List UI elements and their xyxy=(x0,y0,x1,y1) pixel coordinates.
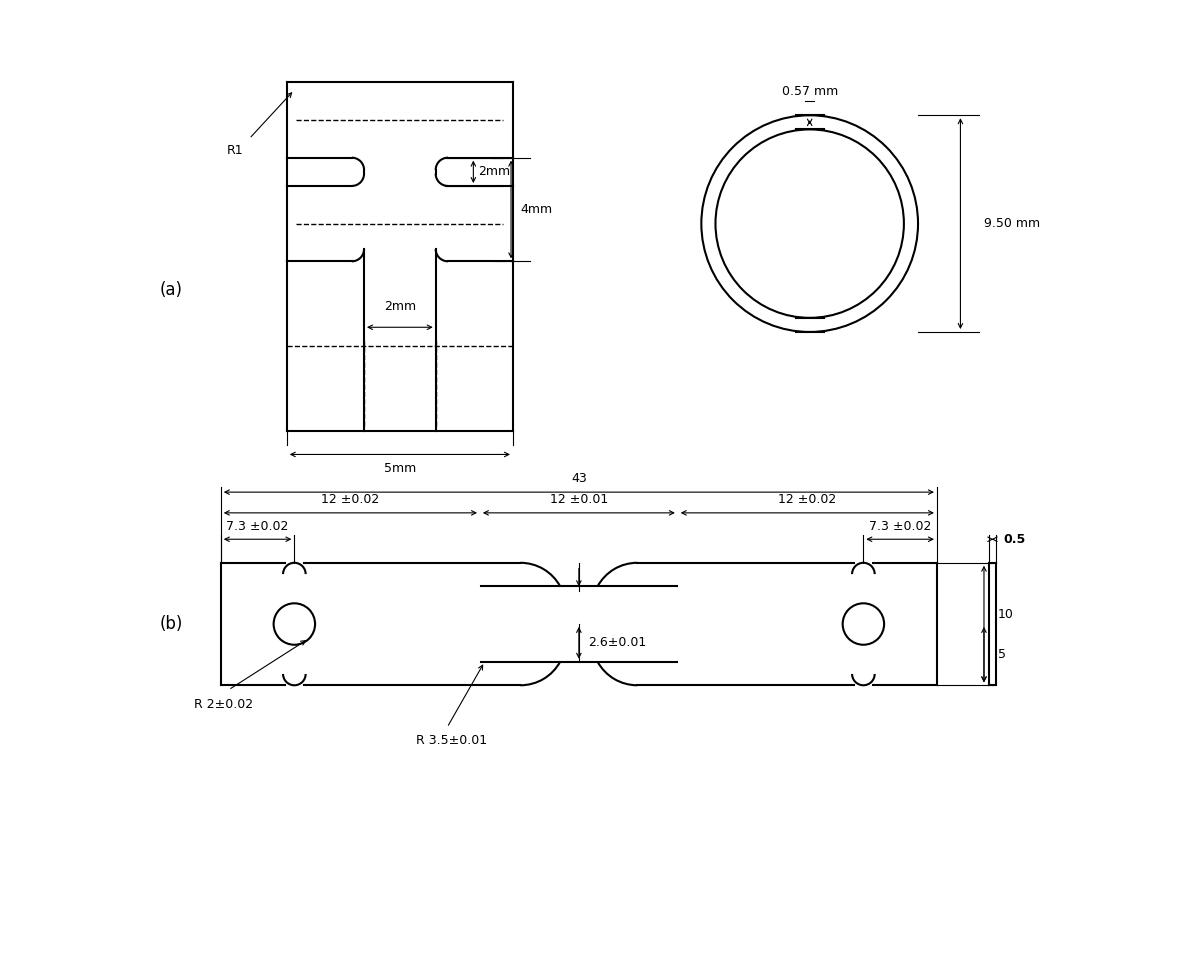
Text: R 2±0.02: R 2±0.02 xyxy=(195,698,254,710)
Text: 2.6±0.01: 2.6±0.01 xyxy=(588,637,646,649)
Text: 4mm: 4mm xyxy=(521,203,553,216)
Text: 7.3 ±0.02: 7.3 ±0.02 xyxy=(227,520,289,532)
Text: 12 ±0.02: 12 ±0.02 xyxy=(321,493,380,507)
Text: R1: R1 xyxy=(227,143,243,157)
Text: (a): (a) xyxy=(160,280,183,298)
Text: (b): (b) xyxy=(160,615,183,633)
Text: 9.50 mm: 9.50 mm xyxy=(984,217,1040,230)
Text: 12 ±0.01: 12 ±0.01 xyxy=(550,493,608,507)
Text: 5: 5 xyxy=(999,648,1006,662)
Text: 2mm: 2mm xyxy=(478,165,510,179)
Text: 12 ±0.02: 12 ±0.02 xyxy=(778,493,836,507)
Text: 2mm: 2mm xyxy=(384,300,416,314)
Text: 5mm: 5mm xyxy=(384,462,416,475)
Text: 0.57 mm: 0.57 mm xyxy=(782,85,837,98)
Text: 0.5: 0.5 xyxy=(1003,532,1026,546)
Text: 43: 43 xyxy=(570,471,587,485)
Text: R 3.5±0.01: R 3.5±0.01 xyxy=(416,734,487,748)
Text: 10: 10 xyxy=(999,608,1014,621)
Text: 7.3 ±0.02: 7.3 ±0.02 xyxy=(869,520,931,532)
